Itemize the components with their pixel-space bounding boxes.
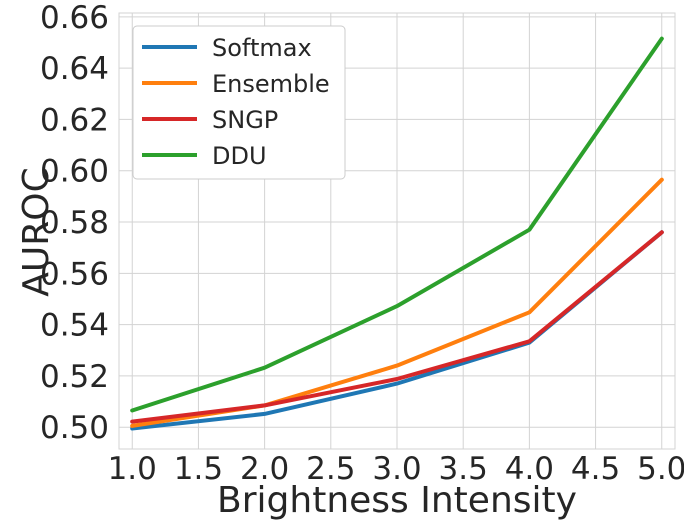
x-tick-label: 5.0 xyxy=(637,451,684,487)
x-tick-label: 3.0 xyxy=(372,451,421,487)
y-tick-label: 0.54 xyxy=(40,308,109,344)
x-tick-label: 2.0 xyxy=(240,451,289,487)
x-tick-label: 4.0 xyxy=(505,451,554,487)
y-tick-label: 0.52 xyxy=(40,359,109,395)
y-tick-label: 0.62 xyxy=(40,102,109,138)
x-tick-label: 4.5 xyxy=(571,451,620,487)
legend-frame xyxy=(132,25,346,180)
series-line-sngp xyxy=(130,230,664,424)
series-layer xyxy=(130,36,664,431)
legend-label-softmax: Softmax xyxy=(212,34,312,62)
y-tick-label: 0.66 xyxy=(40,0,109,36)
y-tick-label: 0.56 xyxy=(40,256,109,292)
x-tick-label: 3.5 xyxy=(439,451,488,487)
legend-label-ddu: DDU xyxy=(212,142,267,170)
legend-label-ensemble: Ensemble xyxy=(212,70,330,98)
y-tick-label: 0.58 xyxy=(40,205,109,241)
x-axis-label: Brightness Intensity xyxy=(217,480,577,521)
series-line-ddu xyxy=(130,36,664,413)
x-tick-labels: 1.0 1.5 2.0 2.5 3.0 3.5 4.0 4.5 5.0 xyxy=(108,451,684,487)
y-axis-label: AUROC xyxy=(16,167,57,296)
y-tick-labels: 0.50 0.52 0.54 0.56 0.58 0.60 0.62 0.64 0.66 xyxy=(40,0,109,446)
legend-label-sngp: SNGP xyxy=(212,106,278,134)
y-tick-label: 0.60 xyxy=(40,154,109,190)
x-tick-label: 1.5 xyxy=(174,451,223,487)
y-tick-label: 0.50 xyxy=(40,410,109,446)
x-tick-label: 2.5 xyxy=(306,451,355,487)
x-tick-label: 1.0 xyxy=(108,451,157,487)
y-tick-label: 0.64 xyxy=(40,51,109,87)
legend: Softmax Ensemble SNGP DDU xyxy=(132,25,346,180)
